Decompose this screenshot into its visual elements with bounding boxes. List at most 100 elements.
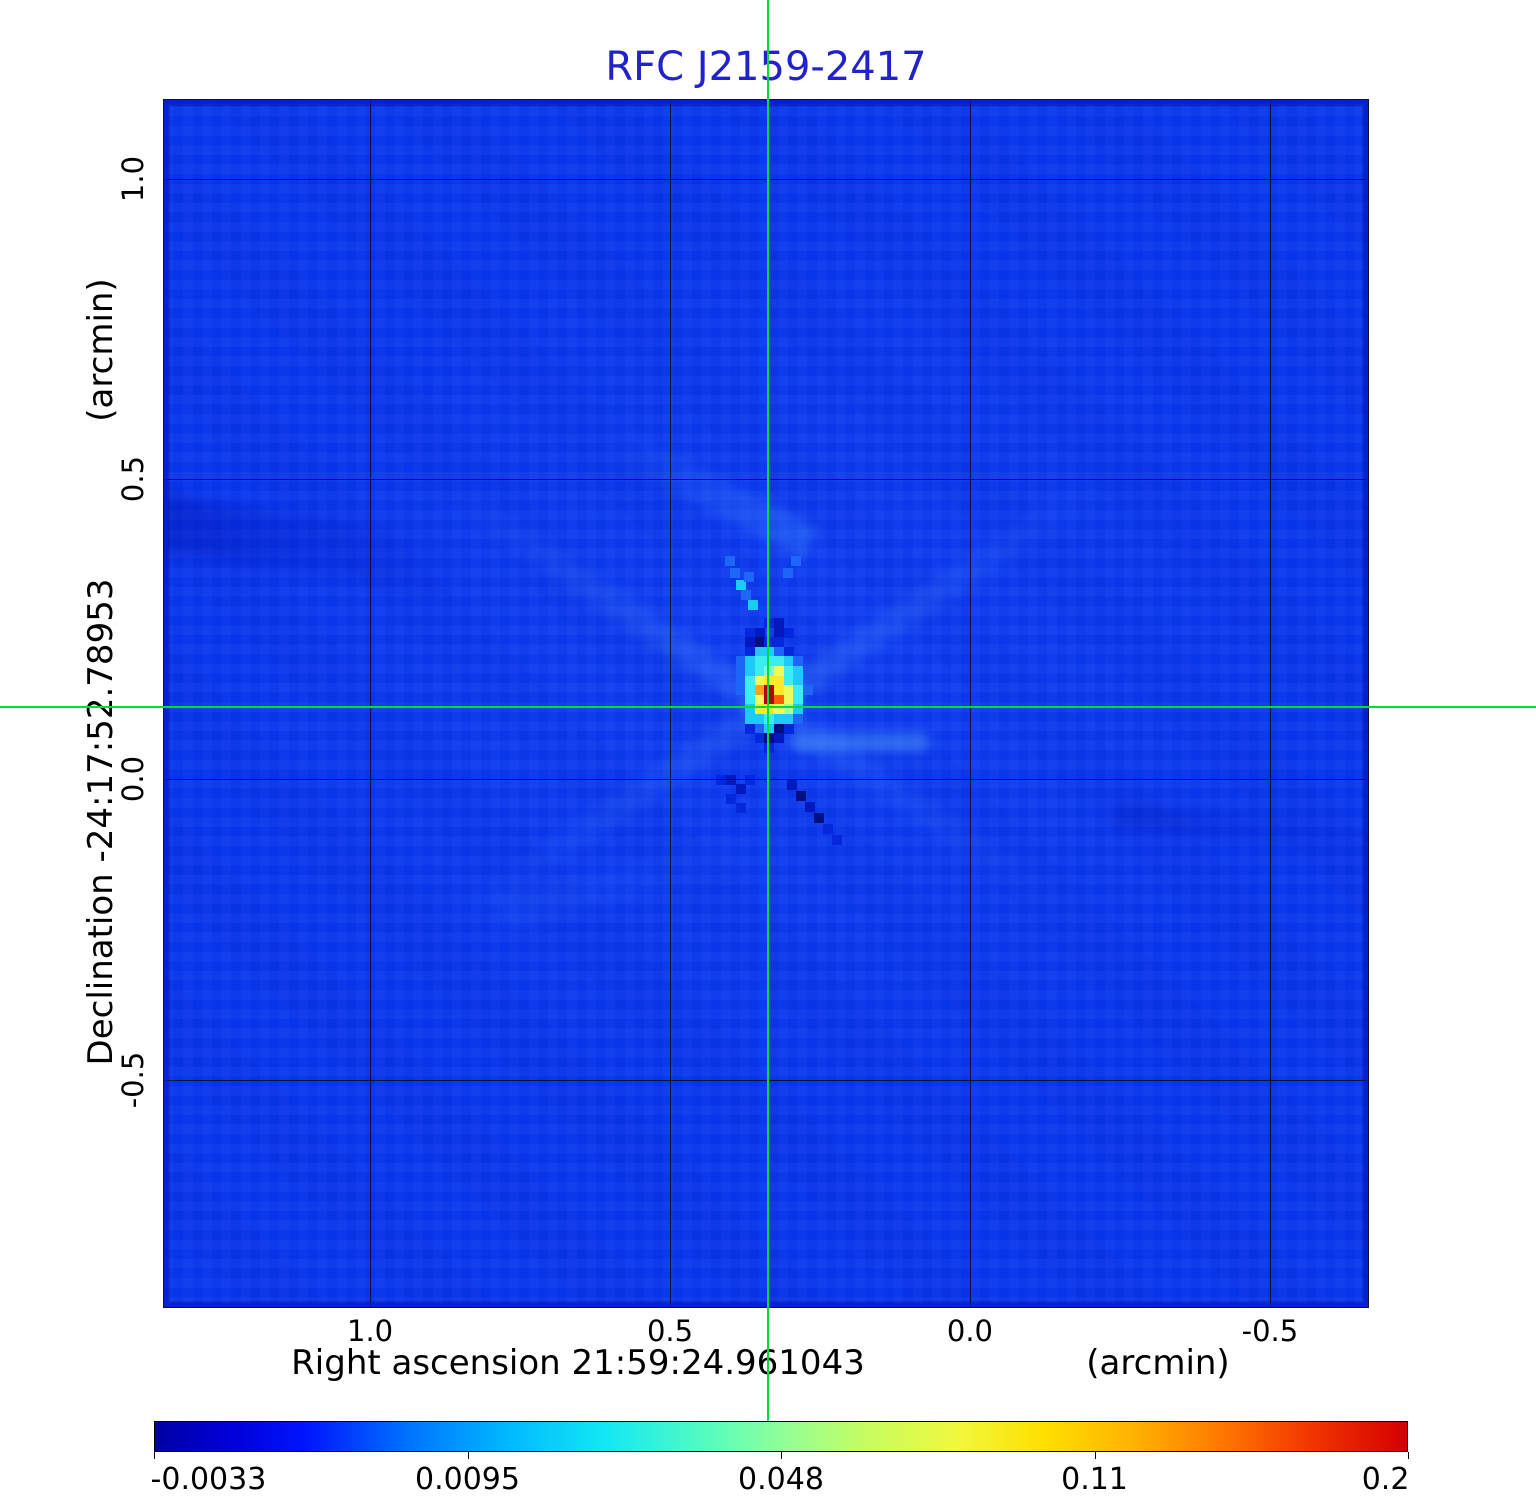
artifact-pixel [823,824,833,834]
source-pixel [764,742,775,753]
source-pixel [764,685,775,696]
source-pixel [764,694,775,705]
source-pixel [745,656,756,667]
page-title: RFC J2159-2417 [605,44,927,90]
x-axis-title: Right ascension 21:59:24.961043 [291,1343,865,1383]
source-pixel [764,637,775,648]
source-pixel [774,694,784,705]
artifact-pixel [748,600,758,610]
artifact-pixel [741,590,751,600]
source-pixel [802,685,813,696]
grid-line-horizontal [164,1079,1368,1081]
source-pixel [764,723,775,734]
artifact-pixel [736,784,746,794]
colorbar-tick [781,1452,782,1459]
x-axis-unit: (arcmin) [1086,1343,1230,1383]
colorbar-tick-label: 0.2 [1361,1462,1410,1497]
colorbar-tick [1408,1452,1409,1459]
source-pixel [754,685,765,696]
artifact-pixel [791,556,801,566]
source-pixel [754,656,765,667]
source-pixel [774,618,784,628]
y-tick-label: 0.5 [116,455,150,503]
source-pixel [764,656,775,667]
source-pixel [783,646,794,657]
grid-line-horizontal [164,479,1368,480]
sidelobe-ray-lower-right [760,696,1165,981]
source-pixel [774,704,784,715]
source-pixel [793,694,804,705]
source-pixel [764,666,775,676]
source-pixel [793,656,804,667]
dark-artifact-band-right [1113,801,1368,857]
grid-line-vertical [670,100,672,1307]
source-pixel [783,627,794,638]
source-pixel [745,685,756,696]
source-pixel [793,704,804,715]
source-pixel [783,675,794,686]
artifact-pixel [726,794,736,804]
artifact-pixel [736,580,746,590]
x-tick-label: 1.0 [347,1314,394,1348]
source-pixel [754,694,765,705]
artifact-pixel [832,835,842,845]
bright-streak-upper-left [589,419,819,559]
source-pixel [793,685,804,696]
source-pixel [774,656,784,667]
source-pixel [754,666,765,676]
faint-streak-lower-left [493,826,795,930]
source-pixel [745,675,756,686]
source-pixel [783,656,794,667]
artifact-pixel [744,572,754,582]
source-pixel [783,685,794,696]
colorbar-tick-label: 0.0095 [415,1462,520,1497]
source-pixel [735,675,746,686]
source-pixel [745,627,756,638]
colorbar-tick [1094,1452,1096,1459]
source-pixel [754,733,765,744]
artifact-pixel [805,802,815,812]
x-tick-label: 0.0 [946,1314,994,1348]
crosshair-vertical-line [766,0,769,1421]
source-pixel [735,666,746,676]
bright-band-right-of-source [790,732,930,752]
source-pixel [764,675,775,686]
source-pixel [764,714,775,724]
source-pixel [745,637,756,648]
source-pixel [783,723,794,734]
sidelobe-ray-upper-left [371,433,776,718]
y-tick-label: 1.0 [116,155,150,202]
source-pixel [745,646,756,657]
dark-artifact-band-left [164,494,469,598]
colorbar-tick [467,1452,469,1459]
source-pixel [793,675,804,686]
artifact-pixel [787,780,797,790]
source-pixel [745,694,756,705]
source-pixel [754,714,765,724]
source-pixel [774,646,784,657]
source-pixel [774,685,784,696]
source-pixel [745,714,756,724]
source-pixel [754,627,765,638]
source-pixel [735,656,746,667]
source-pixel [774,666,784,676]
source-pixel [774,675,784,686]
y-tick-label: 0.0 [116,756,150,803]
source-pixel [783,694,794,705]
source-pixel [764,618,775,628]
grid-line-horizontal [164,178,1368,180]
artifact-pixel [783,568,793,578]
y-tick-label: -0.5 [116,1051,150,1108]
artifact-pixel [796,791,806,801]
source-pixel [764,704,775,715]
source-pixel [774,627,784,638]
source-pixel [754,704,765,715]
source-pixel [764,646,775,657]
artifact-pixel [725,556,735,566]
artifact-pixel [814,813,824,823]
y-axis-title: Declination -24:17:52.78953 [81,578,121,1066]
x-tick-label: -0.5 [1241,1314,1299,1348]
grid-line-vertical [370,100,372,1307]
source-pixel [774,723,784,734]
